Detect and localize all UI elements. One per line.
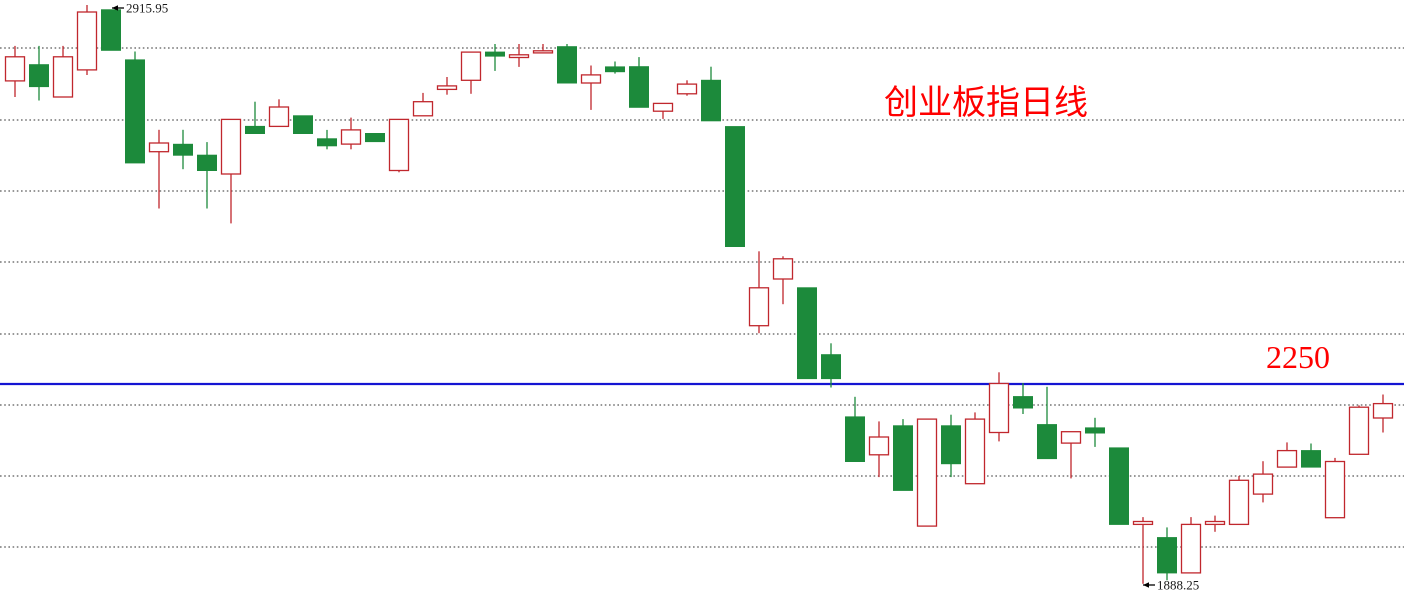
svg-text:2250: 2250 — [1266, 339, 1330, 375]
svg-text:1888.25: 1888.25 — [1157, 578, 1199, 593]
svg-text:创业板指日线: 创业板指日线 — [884, 84, 1088, 122]
svg-text:2915.95: 2915.95 — [126, 1, 168, 16]
